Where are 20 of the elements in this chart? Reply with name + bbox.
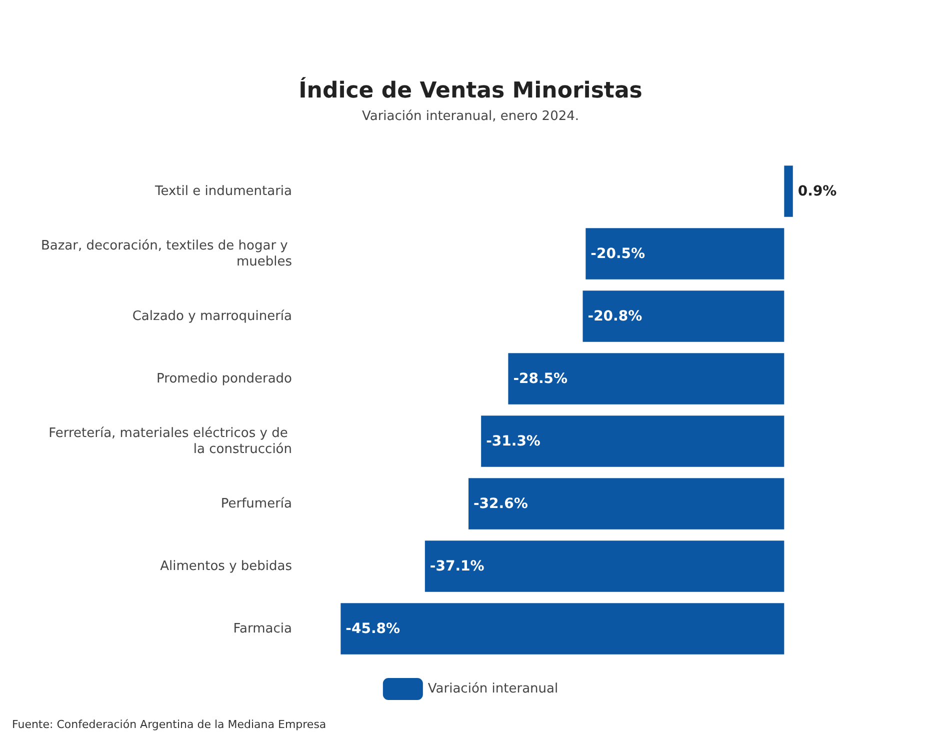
data-label: -32.6% — [473, 496, 528, 512]
y-tick-label: Perfumería — [220, 496, 292, 512]
y-tick-label: Alimentos y bebidas — [160, 558, 292, 574]
y-tick-label: Promedio ponderado — [156, 371, 292, 386]
data-label: -45.8% — [346, 620, 400, 637]
source-note: Fuente: Confederación Argentina de la Mediana Empresa — [12, 718, 326, 731]
y-tick-label: Calzado y marroquinería — [132, 308, 292, 324]
legend-label: Variación interanual — [428, 682, 558, 696]
y-tick-label: Textil e indumentaria — [154, 184, 292, 199]
y-tick-label: Bazar, decoración, textiles de hogar y muebles — [40, 238, 292, 270]
data-label: -20.5% — [590, 246, 646, 262]
y-tick-label: Farmacia — [233, 621, 292, 636]
data-label: -20.8% — [588, 308, 642, 324]
data-label: -28.5% — [513, 370, 568, 387]
y-tick-label: Ferretería, materiales eléctricos y de la construcción — [48, 426, 292, 457]
data-label: 0.9% — [798, 183, 837, 200]
chart-subtitle: Variación interanual, enero 2024. — [362, 109, 580, 124]
chart-title: Índice de Ventas Minoristas — [298, 76, 642, 104]
data-label: -37.1% — [430, 558, 484, 574]
data-label: -31.3% — [486, 433, 540, 450]
